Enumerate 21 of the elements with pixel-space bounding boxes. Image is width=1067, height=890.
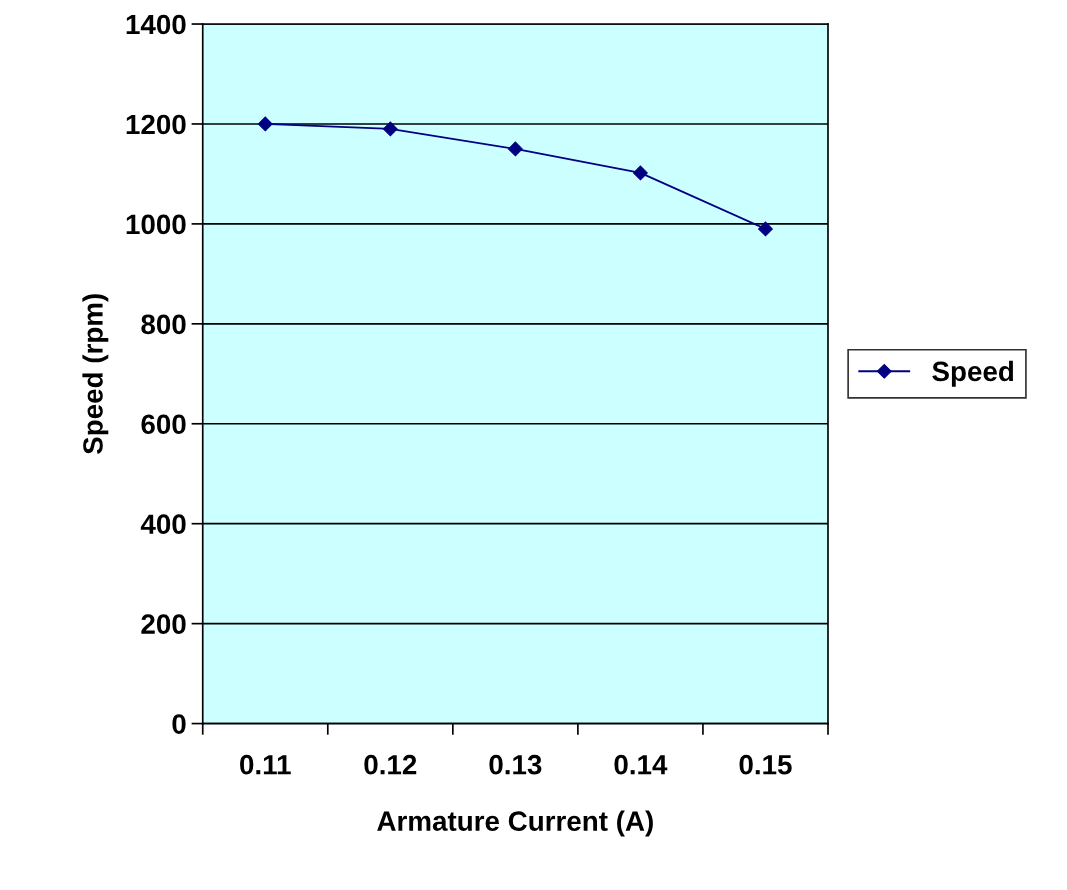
- point: [758, 221, 773, 237]
- point: [633, 165, 648, 181]
- y-axis-title: Speed (rpm): [82, 294, 109, 455]
- y-tick-label: 1200: [126, 114, 186, 135]
- x-axis-title: Armature Current (A): [377, 810, 653, 837]
- y-tick-label: 400: [140, 514, 186, 535]
- y-tick-label: 200: [141, 614, 186, 634]
- point: [507, 141, 523, 157]
- x-tick-label: 0.13: [489, 754, 542, 775]
- x-tick-label: 0.14: [614, 754, 668, 775]
- x-tick-label: 0.12: [364, 754, 417, 775]
- x-tick-label: 0.15: [739, 754, 792, 775]
- y-tick-label: 1400: [126, 14, 186, 35]
- y-tick-label: 800: [141, 314, 186, 335]
- point: [382, 121, 398, 137]
- y-tick-label: 600: [141, 414, 186, 435]
- y-tick-label: 1000: [126, 214, 186, 235]
- point: [257, 116, 273, 132]
- x-tick-label: 0.11: [240, 754, 291, 775]
- legend-label: Speed: [932, 360, 1013, 387]
- y-tick-label: 0: [172, 714, 186, 734]
